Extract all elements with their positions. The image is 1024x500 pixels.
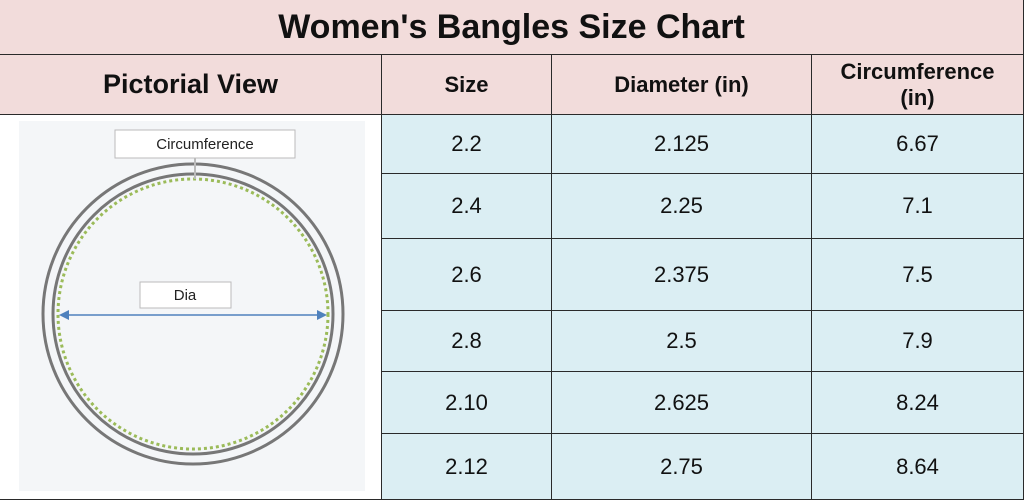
arrow-head — [59, 310, 69, 320]
column-header: Pictorial View — [0, 55, 382, 115]
column-header: Diameter (in) — [552, 55, 812, 115]
column-header: Size — [382, 55, 552, 115]
table-cell: 2.5 — [552, 311, 812, 372]
table-cell: 2.4 — [382, 174, 552, 239]
table-cell: 7.5 — [812, 239, 1024, 311]
table-cell: 2.125 — [552, 115, 812, 174]
table-cell: 8.64 — [812, 434, 1024, 500]
table-cell: 2.375 — [552, 239, 812, 311]
table-cell: 6.67 — [812, 115, 1024, 174]
dia-label: Dia — [174, 287, 197, 304]
outer-ring — [41, 162, 345, 466]
inner-ring — [51, 172, 335, 456]
table-cell: 2.625 — [552, 372, 812, 434]
label-box — [114, 129, 296, 159]
table-cell: 2.12 — [382, 434, 552, 500]
table-cell: 2.6 — [382, 239, 552, 311]
table-cell: 2.8 — [382, 311, 552, 372]
table-cell: 2.25 — [552, 174, 812, 239]
picture-cell: Circumference Dia — [0, 115, 382, 500]
table-cell: 7.1 — [812, 174, 1024, 239]
title: Women's Bangles Size Chart — [0, 0, 1024, 55]
table-cell: 2.2 — [382, 115, 552, 174]
bangle-diagram: Circumference Dia — [19, 121, 365, 491]
dotted-ring — [56, 177, 330, 451]
column-header: Circumference (in) — [812, 55, 1024, 115]
table-cell: 2.10 — [382, 372, 552, 434]
table-cell: 2.75 — [552, 434, 812, 500]
table-cell: 7.9 — [812, 311, 1024, 372]
table-cell: 8.24 — [812, 372, 1024, 434]
label-box — [139, 281, 232, 309]
circumference-label: Circumference — [156, 136, 254, 153]
arrow-head — [317, 310, 327, 320]
